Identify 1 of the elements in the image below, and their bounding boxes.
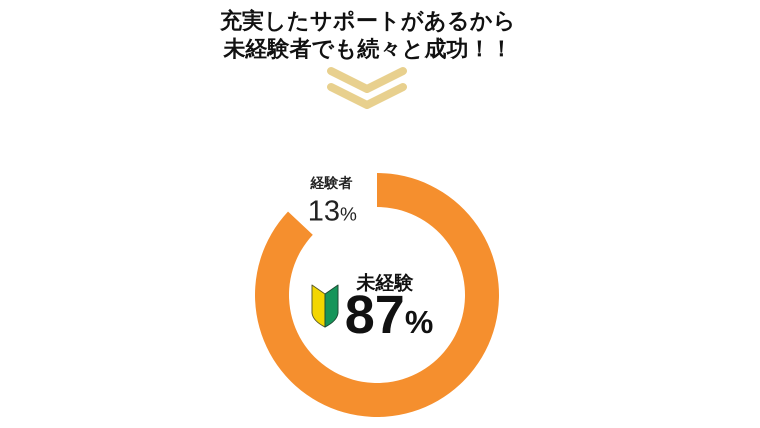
title: 充実したサポートがあるから未経験者でも続々と成功！！ — [220, 8, 516, 61]
